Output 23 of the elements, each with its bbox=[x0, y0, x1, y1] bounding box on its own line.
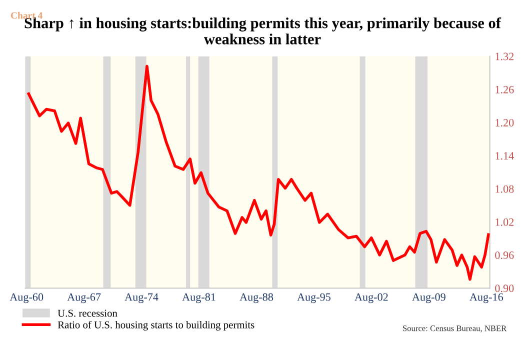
legend-label: Ratio of U.S. housing starts to building permits bbox=[58, 320, 254, 331]
caption: Chart 4 bbox=[10, 12, 42, 19]
source-note: Source: Census Bureau, NBER bbox=[403, 326, 507, 332]
y-tick-label: 1.08 bbox=[496, 185, 514, 193]
chart-title: Sharp ↑ in housing starts:building permits this year, primarily because of weakness in latter bbox=[24, 17, 502, 44]
x-tick-label: Aug-60 bbox=[10, 293, 44, 304]
y-tick-label: 1.02 bbox=[496, 218, 514, 226]
x-tick-label: Aug-88 bbox=[240, 293, 274, 304]
y-tick-label: 1.14 bbox=[496, 152, 514, 160]
y-tick-label: 0.96 bbox=[495, 251, 514, 260]
x-tick-label: Aug-81 bbox=[182, 293, 216, 304]
line-series bbox=[27, 64, 490, 281]
x-tick-label: Aug-95 bbox=[297, 293, 330, 304]
legend-label: U.S. recession bbox=[58, 310, 118, 317]
x-tick-label: Aug-67 bbox=[67, 293, 101, 304]
x-tick-label: Aug-16 bbox=[470, 293, 504, 304]
y-tick-label: 1.20 bbox=[496, 118, 514, 127]
x-tick-label: Aug-02 bbox=[354, 293, 388, 304]
y-tick-label: 0.90 bbox=[495, 284, 514, 292]
y-tick-label: 1.26 bbox=[496, 86, 514, 94]
x-tick-label: Aug-09 bbox=[412, 293, 446, 304]
x-tick-label: Aug-74 bbox=[124, 293, 158, 304]
y-tick-label: 1.32 bbox=[496, 52, 514, 60]
